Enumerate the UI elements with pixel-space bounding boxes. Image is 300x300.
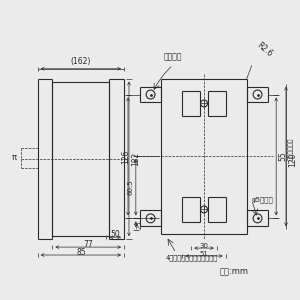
Text: 182: 182 <box>131 152 140 166</box>
Text: 30: 30 <box>200 243 208 249</box>
Text: 単位:mm: 単位:mm <box>220 268 249 277</box>
Text: 50: 50 <box>110 230 120 239</box>
Text: 51: 51 <box>200 251 208 257</box>
Text: 取付け穴: 取付け穴 <box>164 53 182 62</box>
Text: 25: 25 <box>137 220 143 229</box>
Text: φ5取付穴: φ5取付穴 <box>252 196 273 203</box>
Text: R2.6: R2.6 <box>255 41 274 59</box>
Text: 55: 55 <box>278 152 287 161</box>
Text: 126: 126 <box>121 149 130 164</box>
Text: 取付けピッチ: 取付けピッチ <box>288 137 294 160</box>
Text: 60.5: 60.5 <box>128 180 134 195</box>
Text: 77: 77 <box>83 240 93 249</box>
Text: π: π <box>12 153 16 162</box>
Text: 85: 85 <box>76 248 86 257</box>
Text: 120: 120 <box>288 152 297 166</box>
Text: (162): (162) <box>71 57 91 66</box>
Text: 4ー裏面配線用ノックアウト: 4ー裏面配線用ノックアウト <box>165 254 218 261</box>
